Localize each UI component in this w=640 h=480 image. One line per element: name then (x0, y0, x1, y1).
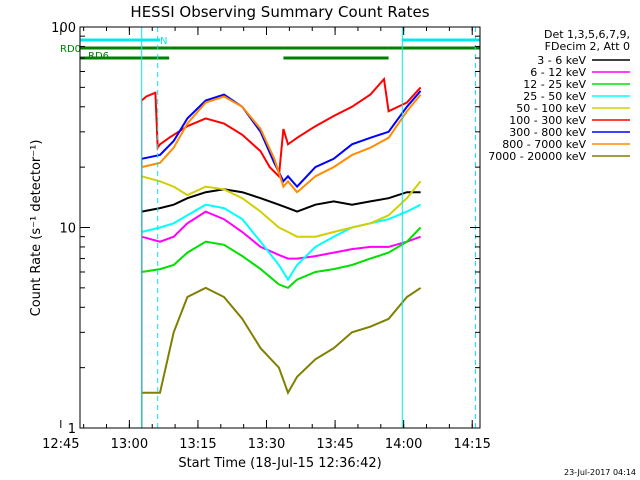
series-line-4 (141, 175, 422, 238)
vline-layer (141, 27, 476, 428)
footer-timestamp: 23-Jul-2017 04:14 (564, 468, 636, 477)
x-tick-label-4: 13:45 (316, 437, 353, 452)
flag-layer: RD0 RD6 N (60, 36, 480, 62)
x-axis: 12:45 13:00 13:15 13:30 13:45 14:00 14:15 (42, 27, 491, 452)
x-tick-label-3: 13:30 (248, 437, 285, 452)
x-axis-label: Start Time (18-Jul-15 12:36:42) (178, 456, 381, 471)
legend-header-0: Det 1,3,5,6,7,9, (544, 28, 630, 41)
x-tick-label-0: 12:45 (42, 437, 79, 452)
legend-label-3: 25 - 50 keV (523, 90, 586, 103)
x-tick-label-5: 14:00 (385, 437, 422, 452)
series-line-0 (141, 188, 421, 213)
x-tick-label-1: 13:00 (111, 437, 148, 452)
series-line-6 (141, 90, 422, 189)
y-tick-label-0: 1 (68, 422, 76, 437)
series-line-8 (141, 286, 422, 396)
y-tick-label-1: 10 (59, 222, 76, 237)
series-line-3 (141, 203, 422, 282)
legend-label-0: 3 - 6 keV (537, 54, 586, 67)
legend-label-5: 100 - 300 keV (509, 114, 586, 127)
legend: Det 1,3,5,6,7,9,FDecim 2, Att 03 - 6 keV… (488, 28, 630, 163)
legend-label-4: 50 - 100 keV (516, 102, 586, 115)
flag-label-0: RD0 (60, 44, 81, 55)
series-layer (141, 76, 422, 428)
x-tick-label-6: 14:15 (453, 437, 490, 452)
x-tick-label-2: 13:15 (179, 437, 216, 452)
y-axis-label: Count Rate (s⁻¹ detector⁻¹) (29, 140, 44, 317)
series-line-5 (141, 76, 422, 179)
y-axis: 1 10 100 (51, 21, 480, 437)
legend-label-6: 300 - 800 keV (509, 126, 586, 139)
y-tick-label-2: 100 (51, 21, 76, 36)
legend-label-7: 800 - 7000 keV (502, 138, 586, 151)
legend-label-2: 12 - 25 keV (523, 78, 586, 91)
legend-label-1: 6 - 12 keV (530, 66, 586, 79)
series-line-2 (141, 226, 422, 290)
legend-label-8: 7000 - 20000 keV (488, 150, 586, 163)
chart-title: HESSI Observing Summary Count Rates (130, 3, 429, 21)
flag-label-2: N (160, 36, 167, 47)
series-line-7 (141, 93, 422, 194)
series-line-1 (141, 210, 421, 260)
flag-label-1: RD6 (88, 51, 109, 62)
legend-header-1: FDecim 2, Att 0 (545, 40, 630, 53)
